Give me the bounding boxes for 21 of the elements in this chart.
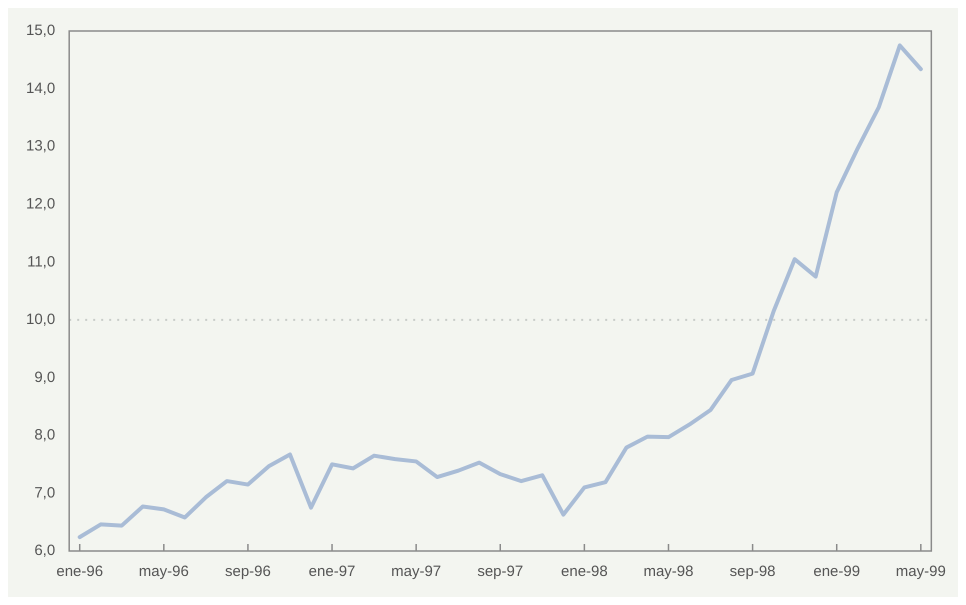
y-tick-label: 10,0 [26,311,56,328]
y-tick-label: 7,0 [34,484,56,502]
x-tick-label: ene-98 [561,563,608,580]
y-tick-label: 11,0 [27,253,56,270]
x-tick-label: ene-96 [56,563,104,580]
y-tick-label: 12,0 [26,195,56,212]
x-tick-label: ene-99 [813,563,860,580]
x-tick-label: sep-98 [730,563,776,580]
x-tick-label: sep-96 [224,563,271,580]
x-tick-label: ene-97 [308,563,356,580]
y-tick-label: 9,0 [34,368,56,386]
y-tick-label: 14,0 [26,80,56,97]
y-tick-label: 6,0 [34,542,56,560]
y-tick-label: 15,0 [26,22,56,40]
x-tick-label: sep-97 [477,563,524,580]
y-tick-label: 8,0 [34,426,56,444]
x-tick-label: may-97 [391,563,442,580]
y-tick-label: 13,0 [26,138,56,155]
x-tick-label: may-98 [643,563,694,580]
x-tick-label: may-96 [138,563,189,580]
x-tick-label: may-99 [896,563,946,580]
